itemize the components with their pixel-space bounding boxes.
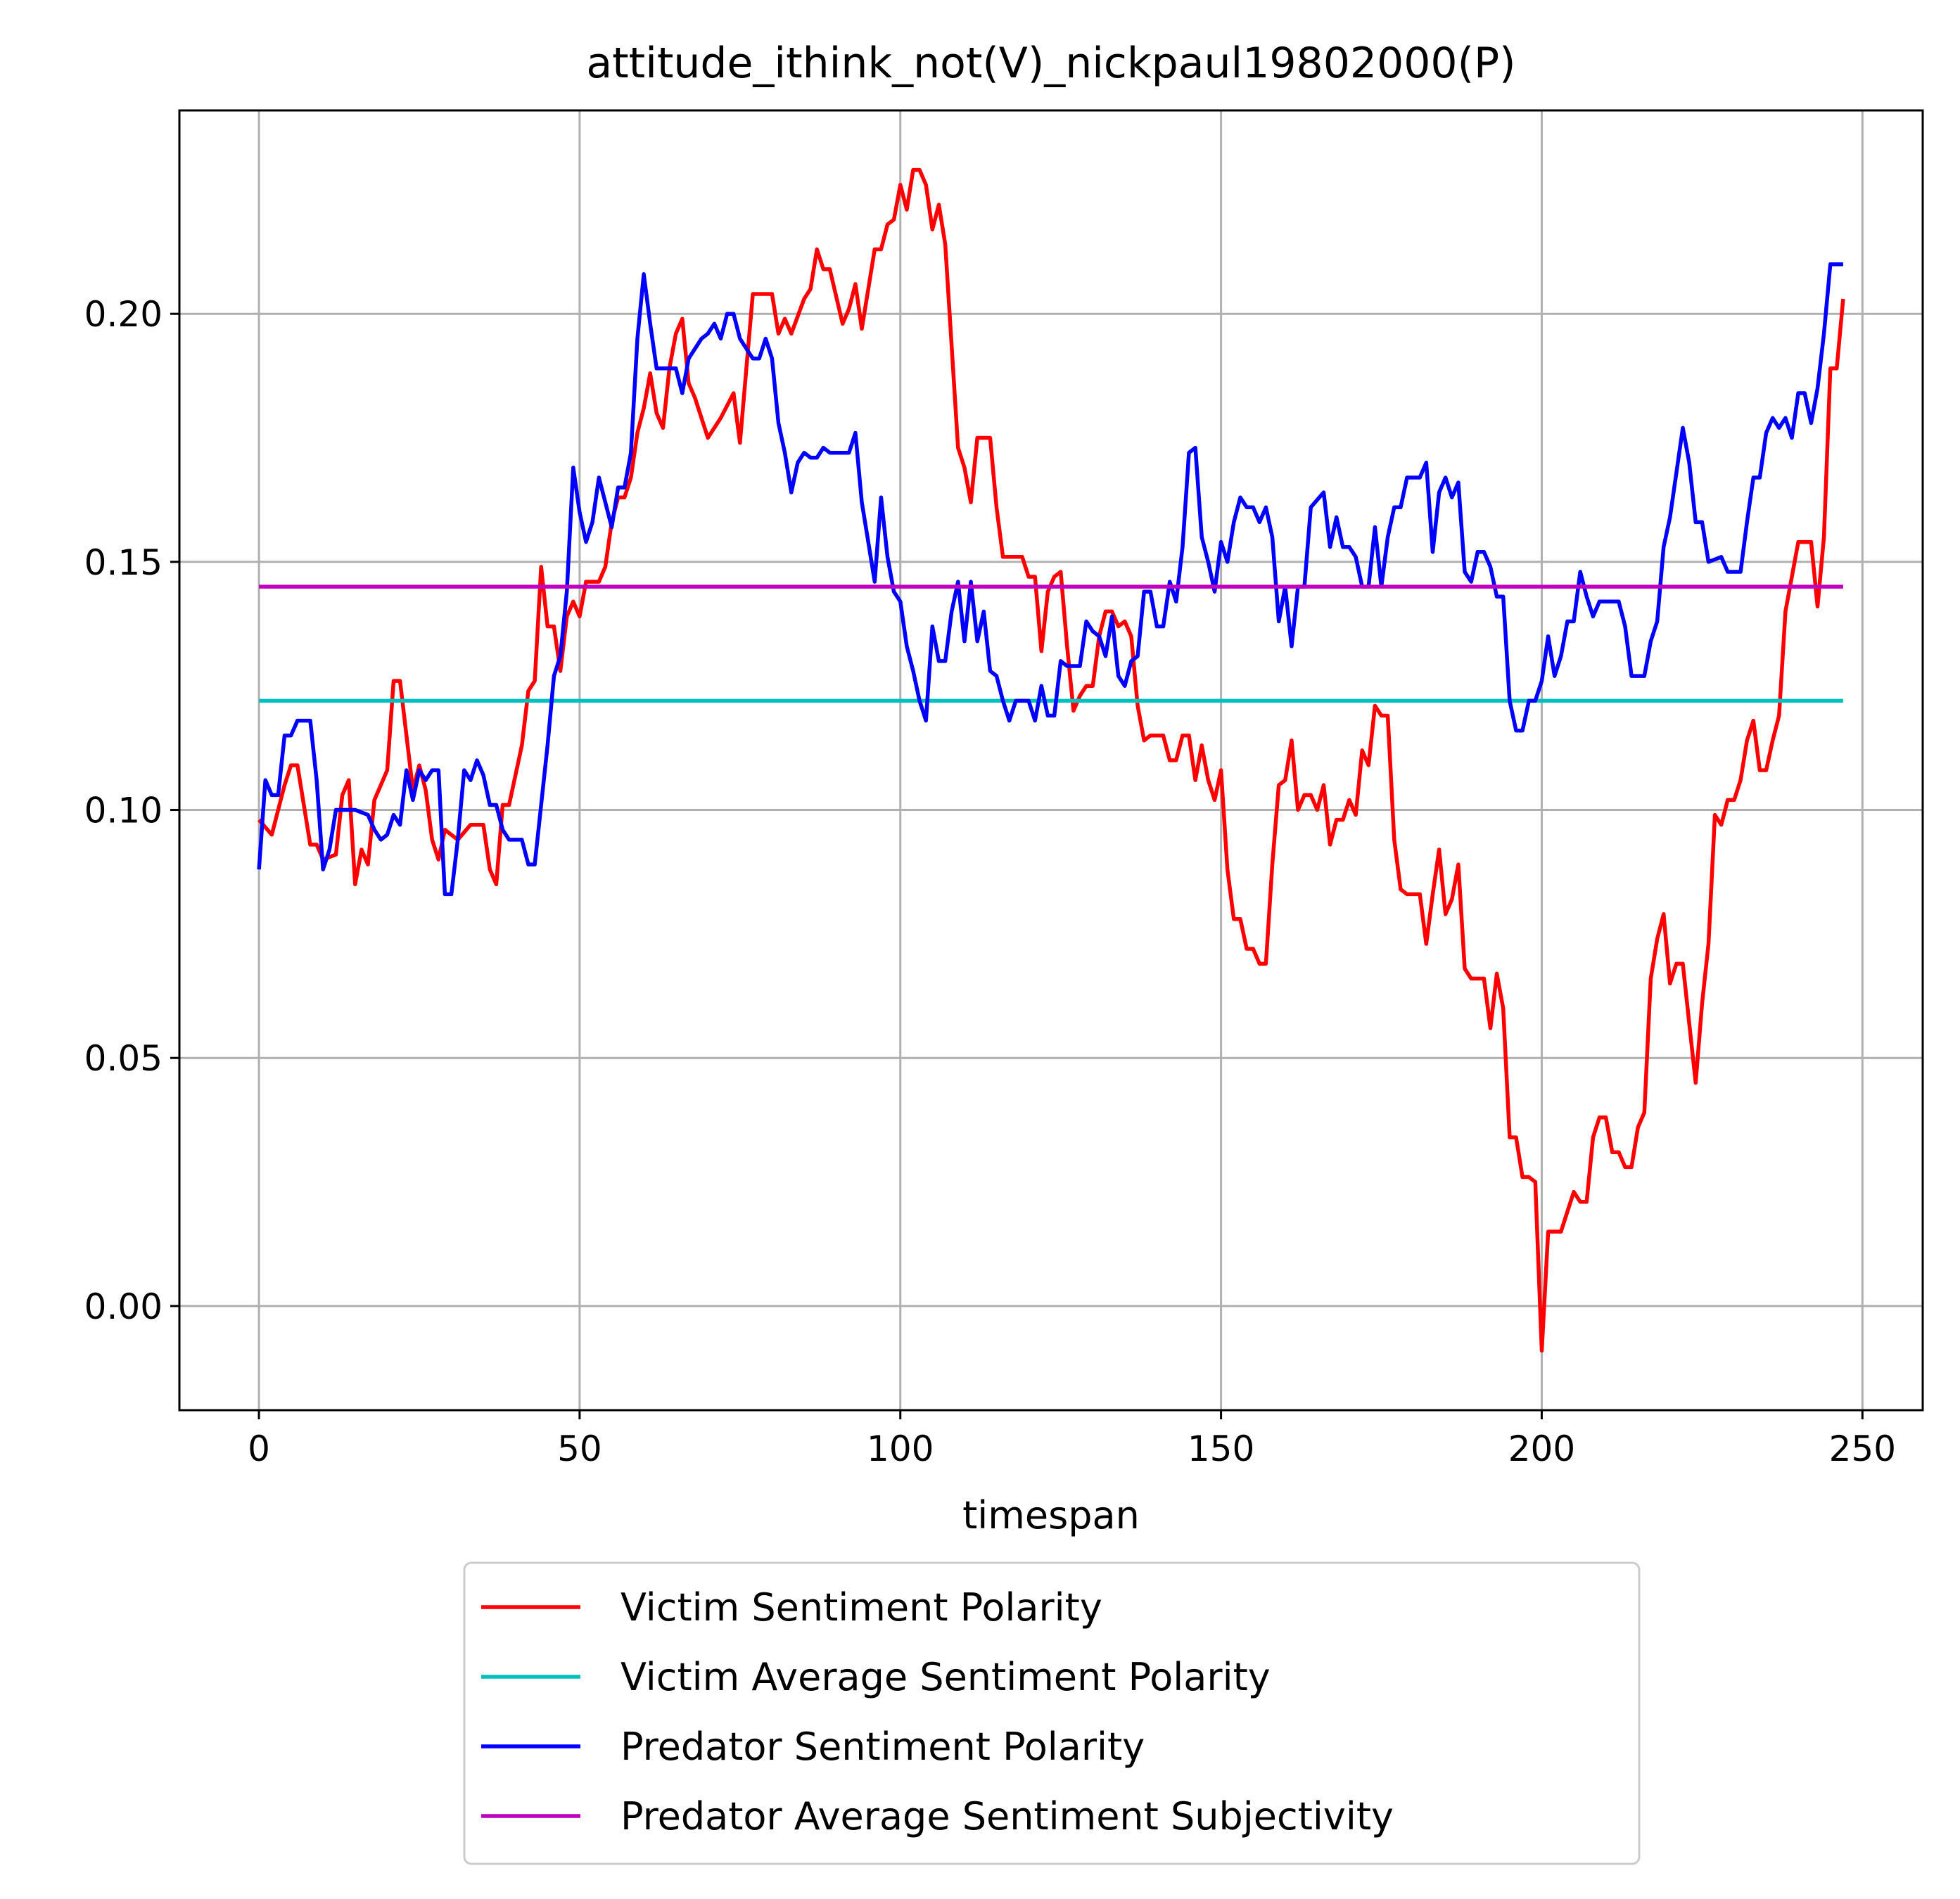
legend-label-2: Victim Average Sentiment Polarity	[621, 1655, 1271, 1699]
x-tick-label: 250	[1829, 1428, 1896, 1469]
series-line-3	[257, 262, 1843, 897]
legend-box	[463, 1561, 1641, 1865]
plot-frame	[178, 109, 1924, 1412]
x-tick-label: 50	[557, 1428, 602, 1469]
y-tick-label: 0.05	[84, 1038, 163, 1079]
legend: Victim Sentiment Polarity Victim Average …	[463, 1561, 1641, 1865]
chart-title: attitude_ithink_not(V)_nickpaul19802000(…	[586, 39, 1515, 88]
legend-label-1: Victim Sentiment Polarity	[621, 1585, 1102, 1630]
series-lines	[257, 167, 1845, 1353]
y-tick-label: 0.00	[84, 1286, 163, 1327]
legend-label-4: Predator Average Sentiment Subjectivity	[621, 1794, 1394, 1839]
x-tick-label: 150	[1188, 1428, 1254, 1469]
x-axis-label: timespan	[962, 1493, 1140, 1537]
ticks: 0 50 100 150 200 250 0.00 0.05 0.10 0.15 0.20	[84, 294, 1896, 1469]
grid	[179, 110, 1923, 1410]
x-tick-label: 200	[1508, 1428, 1575, 1469]
y-tick-label: 0.10	[84, 791, 163, 831]
x-tick-label: 100	[867, 1428, 934, 1469]
y-tick-label: 0.15	[84, 542, 163, 583]
y-tick-label: 0.20	[84, 294, 163, 335]
x-tick-label: 0	[248, 1428, 270, 1469]
legend-label-3: Predator Sentiment Polarity	[621, 1725, 1145, 1769]
